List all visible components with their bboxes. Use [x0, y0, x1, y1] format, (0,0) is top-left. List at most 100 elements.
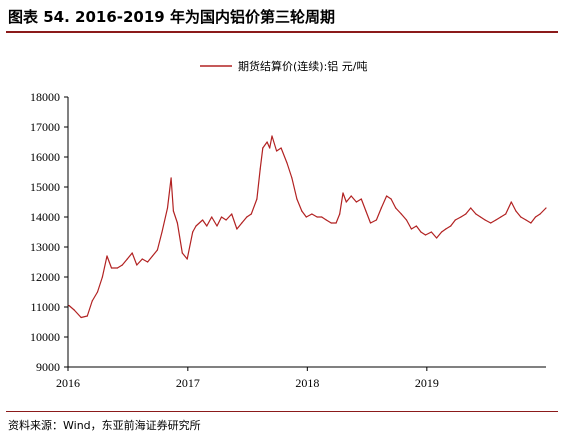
data-point [220, 216, 223, 218]
data-point [360, 198, 362, 200]
data-point [170, 177, 172, 179]
data-point [369, 222, 372, 224]
data-point [405, 219, 408, 221]
data-point [202, 219, 204, 221]
data-point [441, 231, 443, 233]
data-point [86, 315, 88, 317]
series-points [68, 135, 547, 319]
data-point [271, 135, 273, 137]
data-point [110, 267, 113, 269]
data-point [335, 222, 337, 224]
data-point [262, 147, 264, 149]
data-point [505, 213, 507, 215]
data-point [241, 222, 243, 224]
x-tick-label: 2017 [176, 376, 200, 390]
data-point [345, 201, 347, 203]
data-point [500, 216, 502, 218]
data-point [101, 276, 103, 278]
data-point [216, 225, 218, 227]
source-note: 资料来源：Wind，东亚前海证券研究所 [8, 419, 201, 432]
data-point [80, 316, 82, 319]
data-point [225, 219, 227, 221]
data-point [276, 150, 278, 152]
data-point [147, 261, 149, 263]
data-point [465, 213, 467, 215]
data-point [525, 219, 527, 221]
data-point [520, 216, 522, 218]
data-point [420, 231, 422, 233]
data-point [415, 225, 417, 227]
data-point [211, 216, 213, 218]
data-point [450, 225, 452, 227]
data-point [106, 255, 108, 257]
data-point [386, 195, 388, 197]
data-point [410, 228, 412, 230]
y-axis: 9000 10000 11000 12000 13000 14000 15000 16000 1… [30, 90, 68, 374]
data-point [515, 210, 517, 212]
data-point [470, 207, 472, 209]
series-line [68, 135, 547, 319]
data-point [510, 201, 512, 203]
data-point [350, 195, 352, 197]
data-point [151, 255, 154, 257]
data-point [390, 198, 392, 200]
data-point [166, 207, 169, 209]
data-point [495, 219, 497, 221]
data-point [280, 147, 282, 149]
y-tick-label: 17000 [30, 120, 60, 134]
data-point [256, 198, 258, 200]
data-point [545, 207, 547, 209]
data-point [206, 225, 208, 227]
data-point [365, 210, 367, 212]
data-point [539, 213, 541, 215]
data-point [96, 291, 99, 293]
data-point [479, 216, 482, 218]
y-tick-label: 16000 [30, 150, 60, 164]
data-point [259, 168, 261, 170]
data-point [436, 237, 438, 239]
data-point [330, 222, 332, 224]
x-tick-label: 2016 [56, 376, 80, 390]
data-point [136, 264, 138, 266]
y-tick-label: 18000 [30, 90, 60, 104]
data-point [339, 213, 341, 215]
y-tick-label: 14000 [30, 210, 60, 224]
footer-rule [6, 411, 558, 412]
data-point [156, 249, 158, 251]
data-point [305, 216, 307, 218]
data-point [291, 177, 293, 179]
y-tick-label: 15000 [30, 180, 60, 194]
data-point [141, 258, 143, 260]
x-axis: 2016 2017 2018 2019 [56, 367, 439, 390]
data-point [321, 216, 323, 218]
data-point [400, 213, 402, 215]
data-point [176, 222, 178, 224]
data-point [530, 222, 532, 224]
y-tick-label: 9000 [36, 360, 60, 374]
data-point [246, 216, 248, 218]
data-point [311, 213, 313, 215]
data-point [73, 309, 75, 311]
title-rule [6, 31, 558, 33]
figure-title: 图表 54. 2016-2019 年为国内铝价第三轮周期 [8, 8, 335, 26]
data-point [231, 213, 233, 215]
data-point [236, 228, 238, 230]
data-point [325, 219, 327, 221]
data-point [126, 258, 128, 260]
data-point [68, 304, 70, 307]
data-point [316, 216, 318, 218]
data-point [116, 267, 118, 269]
data-point [445, 228, 447, 230]
legend: 期货结算价(连续):铝 元/吨 [200, 59, 368, 73]
data-point [172, 210, 174, 212]
data-point [296, 198, 298, 200]
x-tick-label: 2019 [415, 376, 439, 390]
data-point [395, 207, 397, 209]
data-point [475, 213, 477, 215]
data-point [195, 225, 197, 227]
data-point [490, 222, 492, 224]
data-point [121, 264, 123, 266]
data-point [186, 258, 188, 260]
data-point [484, 219, 486, 221]
data-point [181, 252, 183, 254]
